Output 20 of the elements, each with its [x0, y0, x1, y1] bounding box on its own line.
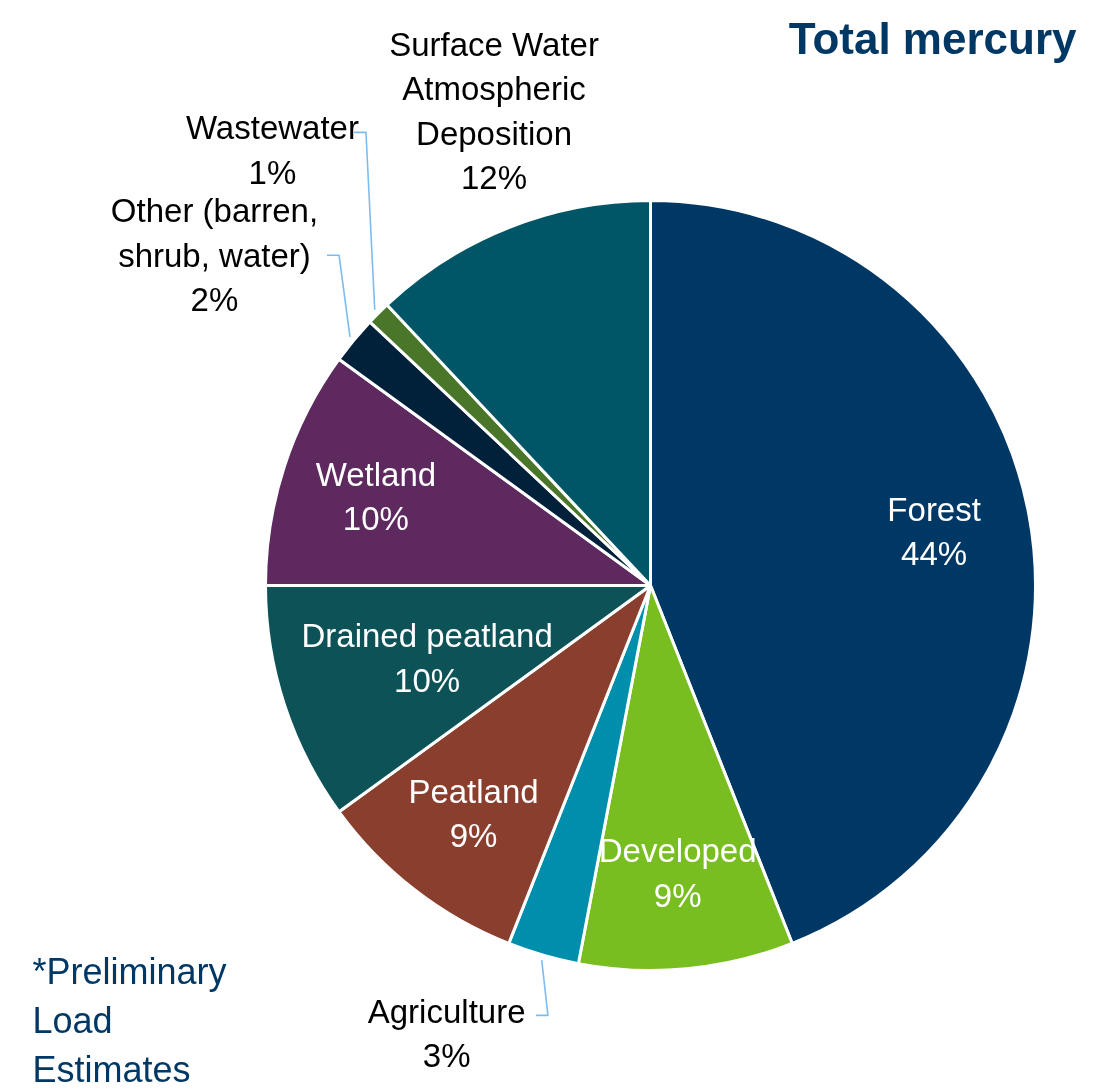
- slice-label: Forest: [887, 490, 981, 528]
- slice-label: Developed: [598, 832, 757, 870]
- data-label: 44%: [901, 535, 968, 573]
- chart-title: Total mercury: [788, 14, 1078, 63]
- text: *Preliminary Load Estimates: [32, 951, 227, 1091]
- slice-label: Agriculture: [367, 992, 526, 1030]
- data-label: 10%: [394, 661, 461, 699]
- slice-label: Peatland: [408, 772, 539, 810]
- data-label: 1%: [248, 153, 297, 191]
- slice-label: Wastewater: [185, 109, 359, 147]
- slice-label: Other (barren, shrub, water): [110, 192, 319, 274]
- slice-label: Surface Water Atmospheric Deposition: [389, 26, 599, 152]
- data-label: 12%: [461, 159, 528, 197]
- data-label: 9%: [653, 876, 702, 914]
- data-label: 3%: [422, 1036, 471, 1074]
- data-label: 10%: [342, 499, 409, 537]
- data-label: 2%: [190, 281, 239, 319]
- slice-label: Wetland: [315, 455, 437, 493]
- slice-label: Drained peatland: [301, 617, 553, 655]
- data-label: 9%: [449, 817, 498, 855]
